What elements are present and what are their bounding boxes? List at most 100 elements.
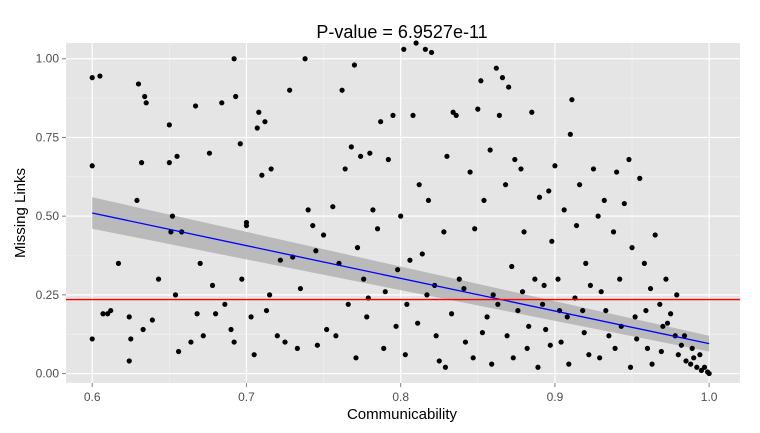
data-point xyxy=(595,213,601,219)
data-point xyxy=(175,348,182,355)
data-point xyxy=(515,307,521,314)
data-point xyxy=(689,345,695,351)
data-point xyxy=(502,182,509,188)
data-point xyxy=(219,100,225,106)
data-point xyxy=(683,358,689,364)
data-point xyxy=(697,352,703,358)
data-point xyxy=(598,289,604,295)
data-point xyxy=(305,207,311,213)
data-point xyxy=(456,276,462,282)
data-point xyxy=(395,267,401,273)
data-point xyxy=(138,160,145,166)
data-point xyxy=(549,238,555,244)
data-point xyxy=(370,207,376,213)
y-tick-label: 1.00 xyxy=(36,52,60,66)
data-point xyxy=(345,301,351,307)
data-point xyxy=(89,163,95,169)
data-point xyxy=(237,141,243,147)
data-point xyxy=(302,56,308,62)
data-point xyxy=(324,326,330,333)
data-point xyxy=(681,333,688,339)
data-point xyxy=(413,40,419,46)
data-point xyxy=(231,56,237,62)
data-point xyxy=(410,112,416,119)
data-point xyxy=(233,93,239,100)
y-axis-label: Missing Links xyxy=(12,168,29,258)
data-point xyxy=(174,153,180,159)
data-point xyxy=(254,125,260,131)
data-point xyxy=(262,119,268,125)
axis-ticks: 0.6 0.7 0.8 0.9 1.0 0.00 0.25 0.50 0.75 1.00 xyxy=(36,52,718,404)
data-point xyxy=(694,364,700,370)
data-point xyxy=(487,147,493,153)
data-point xyxy=(478,78,484,84)
data-point xyxy=(126,358,132,364)
data-point xyxy=(526,323,532,329)
data-point xyxy=(489,361,495,367)
data-point xyxy=(649,361,655,367)
data-point xyxy=(166,160,172,166)
data-point xyxy=(644,345,651,351)
data-point xyxy=(539,301,546,307)
data-point xyxy=(626,156,632,163)
data-point xyxy=(614,169,620,175)
data-point xyxy=(532,276,538,282)
data-point xyxy=(401,46,407,52)
data-point xyxy=(678,342,684,348)
data-point xyxy=(342,166,348,172)
data-point xyxy=(166,122,172,128)
data-point xyxy=(536,194,543,200)
data-point xyxy=(142,93,148,100)
data-point xyxy=(637,175,643,181)
data-point xyxy=(587,282,593,289)
data-point xyxy=(581,330,587,336)
y-tick-label: 0.75 xyxy=(36,130,60,144)
data-point xyxy=(504,333,510,339)
data-point xyxy=(243,222,250,229)
data-point xyxy=(134,197,140,204)
data-point xyxy=(339,87,345,93)
data-point xyxy=(135,81,142,87)
data-point xyxy=(314,342,321,348)
data-point xyxy=(425,197,432,204)
data-point xyxy=(479,330,486,336)
data-point xyxy=(518,166,524,172)
data-point xyxy=(484,314,490,320)
data-point xyxy=(197,260,203,266)
data-point xyxy=(475,106,481,112)
x-axis-label: Communicability xyxy=(347,406,458,423)
data-point xyxy=(558,339,564,345)
data-point xyxy=(348,144,354,150)
data-point xyxy=(647,285,654,292)
y-tick-label: 0.00 xyxy=(36,367,60,381)
data-point xyxy=(436,358,442,364)
data-point xyxy=(569,97,575,103)
data-point xyxy=(495,301,501,307)
data-point xyxy=(583,260,589,266)
data-point xyxy=(353,355,359,361)
regression-line xyxy=(92,212,710,345)
data-point xyxy=(519,289,526,295)
data-point xyxy=(228,326,234,333)
reference-lines xyxy=(66,212,740,345)
data-point xyxy=(320,232,327,238)
data-point xyxy=(126,314,132,320)
data-point xyxy=(149,317,155,323)
confidence-band-layer xyxy=(92,197,710,352)
data-point xyxy=(496,112,502,119)
data-point xyxy=(200,333,206,339)
data-point xyxy=(606,333,612,339)
data-point xyxy=(481,197,487,204)
data-point xyxy=(239,276,245,282)
data-point xyxy=(268,166,274,172)
data-point xyxy=(100,311,106,317)
data-point xyxy=(155,276,162,282)
data-point xyxy=(706,370,712,377)
data-point xyxy=(310,222,316,229)
data-point xyxy=(97,73,103,79)
data-point xyxy=(586,352,592,358)
data-point xyxy=(652,232,658,238)
data-point xyxy=(701,364,708,370)
data-point xyxy=(629,245,635,251)
data-point xyxy=(287,87,293,93)
